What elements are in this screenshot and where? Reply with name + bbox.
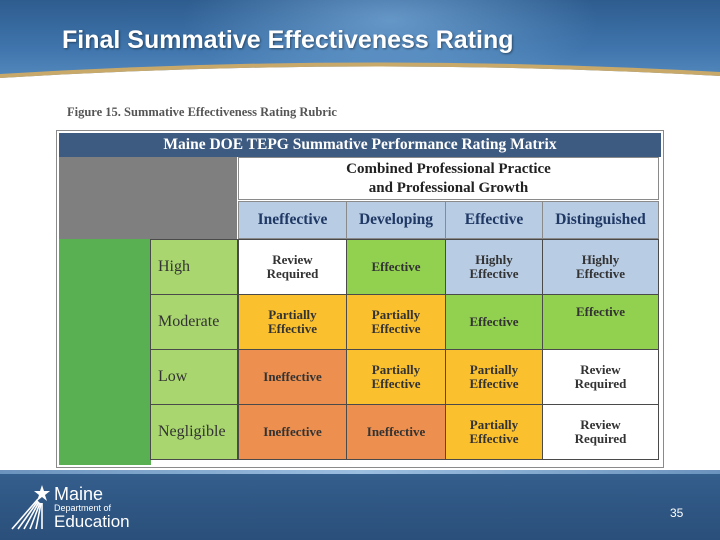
rating-cell: Effective: [542, 294, 659, 350]
rating-cell-line2: Effective: [469, 266, 519, 281]
rating-cell: Ineffective: [346, 404, 446, 460]
rating-cell-line1: Review: [580, 417, 621, 432]
rating-cell-line1: Partially: [371, 362, 421, 377]
rating-cell-line2: Required: [574, 431, 627, 446]
matrix-corner: [59, 157, 237, 239]
rating-cell-line2: Effective: [575, 266, 626, 281]
combined-header: Combined Professional Practice and Profe…: [238, 157, 659, 200]
matrix-side-band: [59, 239, 151, 465]
logo-maine-text: Maine: [54, 484, 104, 504]
rating-cell-text: Effective: [469, 315, 518, 329]
rating-cell: Review Required: [542, 404, 659, 460]
rating-cell: Highly Effective: [445, 239, 543, 295]
rating-cell: Ineffective: [238, 404, 347, 460]
rating-cell-text: Review Required: [267, 253, 319, 281]
figure-caption: Figure 15. Summative Effectiveness Ratin…: [67, 105, 337, 119]
rating-cell-line1: Partially: [469, 417, 519, 432]
rating-cell-line1: Partially: [268, 307, 317, 322]
logo-department-text: Department of: [54, 503, 112, 513]
rating-cell: Effective: [346, 239, 446, 295]
rating-cell-line1: Ineffective: [366, 424, 426, 439]
rating-cell-line1: Effective: [575, 304, 626, 319]
rating-cell-text: Ineffective: [367, 425, 425, 439]
column-header-distinguished: Distinguished: [542, 201, 659, 239]
column-header-effective: Effective: [445, 201, 543, 239]
rating-cell-line2: Effective: [371, 321, 421, 336]
rating-cell: Ineffective: [238, 349, 347, 405]
row-header-high: High: [150, 239, 238, 295]
rating-cell-line1: Highly: [581, 252, 620, 267]
row-header-negligible: Negligible: [150, 404, 238, 460]
rating-cell-line1: Partially: [469, 362, 519, 377]
rating-cell: Partially Effective: [445, 349, 543, 405]
rating-cell: Review Required: [542, 349, 659, 405]
rating-cell-text: Effective: [576, 305, 625, 319]
row-header-low: Low: [150, 349, 238, 405]
rating-cell: Partially Effective: [445, 404, 543, 460]
rating-cell-line1: Effective: [469, 314, 519, 329]
matrix-title: Maine DOE TEPG Summative Performance Rat…: [59, 133, 661, 157]
rating-cell-line1: Highly: [475, 252, 513, 267]
rating-cell-line1: Review: [272, 252, 313, 267]
column-header-developing: Developing: [346, 201, 446, 239]
rating-cell-line2: Effective: [469, 376, 519, 391]
rating-cell-text: Ineffective: [263, 425, 321, 439]
footer-highlight: [0, 470, 720, 474]
rating-cell-text: Highly Effective: [469, 253, 518, 281]
row-header-moderate: Moderate: [150, 294, 238, 350]
rating-cell-line1: Ineffective: [263, 424, 322, 439]
header-swoosh: [0, 62, 720, 88]
rating-cell-text: Effective: [371, 260, 420, 274]
rating-cell: Partially Effective: [238, 294, 347, 350]
rating-cell-text: Partially Effective: [469, 363, 518, 391]
rating-cell: Highly Effective: [542, 239, 659, 295]
rating-cell-text: Partially Effective: [371, 363, 420, 391]
rating-cell-line2: Required: [266, 266, 319, 281]
rating-cell-line2: Effective: [267, 321, 318, 336]
rating-cell-text: Review Required: [575, 363, 627, 391]
combined-header-line1: Combined Professional Practice: [346, 160, 551, 177]
rating-cell-line2: Required: [574, 376, 627, 391]
rating-cell-text: Partially Effective: [268, 308, 317, 336]
logo-education-text: Education: [54, 512, 130, 531]
rating-cell: Partially Effective: [346, 349, 446, 405]
rating-cell-line1: Effective: [371, 259, 421, 274]
slide-footer: Maine Department of Education 35: [0, 470, 720, 540]
maine-star-logo-icon: [11, 485, 50, 530]
page-number: 35: [670, 506, 684, 520]
rating-cell-line1: Ineffective: [263, 369, 322, 384]
rating-matrix: Maine DOE TEPG Summative Performance Rat…: [56, 130, 664, 468]
rating-cell-line1: Partially: [371, 307, 421, 322]
rating-cell-text: Ineffective: [263, 370, 321, 384]
rating-cell: Effective: [445, 294, 543, 350]
rating-cell-line1: Review: [580, 362, 621, 377]
rating-cell-text: Review Required: [575, 418, 627, 446]
combined-header-line2: and Professional Growth: [368, 179, 529, 196]
rating-cell-text: Partially Effective: [469, 418, 518, 446]
rating-cell-line2: Effective: [371, 376, 421, 391]
rating-cell-text: Partially Effective: [371, 308, 420, 336]
rating-cell-line2: Effective: [469, 431, 519, 446]
slide-header: Final Summative Effectiveness Rating: [0, 0, 720, 88]
column-header-ineffective: Ineffective: [238, 201, 347, 239]
slide-title: Final Summative Effectiveness Rating: [62, 26, 514, 54]
rating-cell: Review Required: [238, 239, 347, 295]
rating-cell-text: Highly Effective: [576, 253, 625, 281]
rating-cell: Partially Effective: [346, 294, 446, 350]
